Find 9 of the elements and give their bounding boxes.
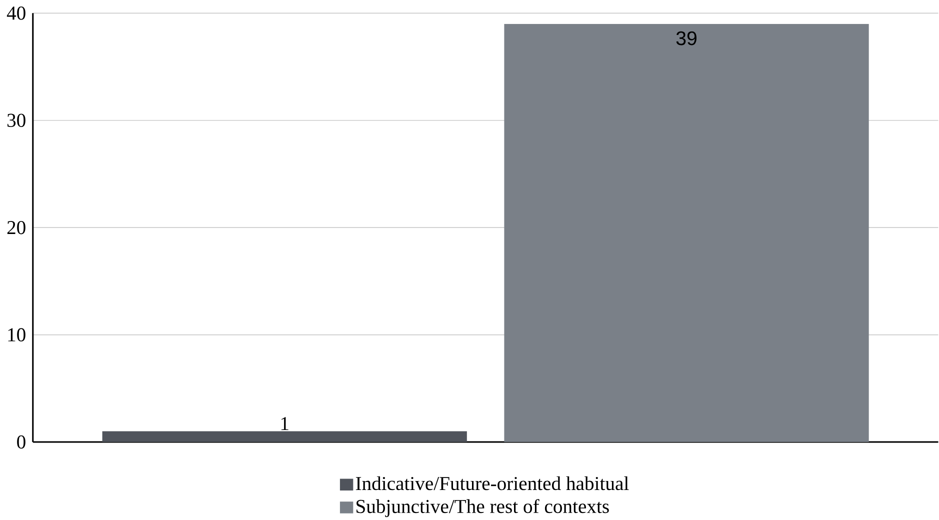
legend-label: Subjunctive/The rest of contexts bbox=[356, 499, 609, 518]
y-tick-label: 30 bbox=[7, 114, 26, 127]
data-label: 1 bbox=[281, 417, 288, 430]
y-tick-label: 0 bbox=[17, 435, 26, 449]
y-tick-label: 10 bbox=[8, 328, 26, 342]
y-tick-label: 20 bbox=[7, 220, 26, 234]
y-tick-label: 40 bbox=[6, 6, 26, 20]
legend-label: Indicative/Future-oriented habitual bbox=[356, 476, 629, 490]
data-label: 39 bbox=[676, 31, 696, 46]
